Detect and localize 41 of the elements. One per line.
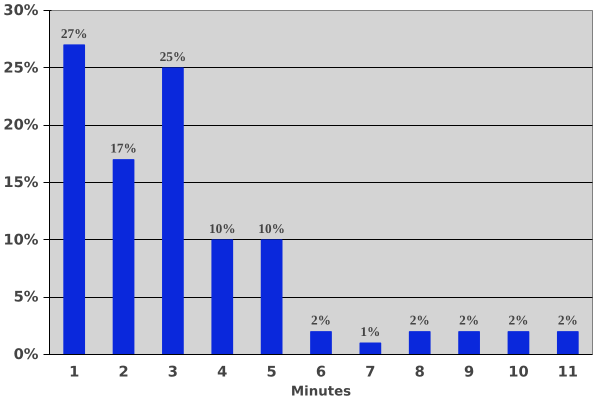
data-label: 2% <box>558 312 578 328</box>
x-tick-label: 5 <box>266 364 277 380</box>
x-tick-label: 2 <box>118 364 129 380</box>
data-label: 2% <box>459 312 480 328</box>
bar <box>162 67 184 354</box>
x-tick-label: 7 <box>365 364 376 380</box>
data-label: 1% <box>360 324 380 340</box>
bar <box>408 331 431 354</box>
x-tick-label: 6 <box>316 364 326 380</box>
data-label: 2% <box>508 312 528 328</box>
bar <box>260 239 283 354</box>
bar <box>556 331 579 354</box>
x-tick-label: 9 <box>464 364 474 380</box>
bar <box>63 44 86 354</box>
data-label: 27% <box>60 26 88 41</box>
x-tick-label: 3 <box>168 364 178 380</box>
bar <box>112 159 134 354</box>
bar <box>310 331 332 354</box>
x-tick-label: 4 <box>217 364 228 380</box>
y-tick-label: 0% <box>14 346 39 363</box>
data-label: 10% <box>208 220 236 236</box>
data-label: 10% <box>258 220 285 236</box>
y-tick-label: 15% <box>3 174 39 191</box>
y-tick-label: 30% <box>3 2 39 19</box>
y-tick-label: 25% <box>3 59 39 76</box>
x-tick-label: 1 <box>69 364 80 380</box>
bar <box>211 239 234 354</box>
x-tick-label: 8 <box>414 364 425 380</box>
data-label: 2% <box>410 312 430 328</box>
bar <box>458 331 480 354</box>
y-tick-label: 5% <box>14 288 39 306</box>
data-label: 25% <box>160 48 186 64</box>
bar <box>508 331 530 354</box>
y-tick-label: 20% <box>3 116 39 134</box>
y-tick-label: 10% <box>3 231 39 248</box>
x-tick-label: 11 <box>558 364 578 380</box>
x-axis-title: Minutes <box>290 384 352 400</box>
data-label: 2% <box>311 312 332 328</box>
bar <box>359 342 382 354</box>
data-label: 17% <box>110 140 137 156</box>
x-tick-label: 10 <box>508 364 529 380</box>
